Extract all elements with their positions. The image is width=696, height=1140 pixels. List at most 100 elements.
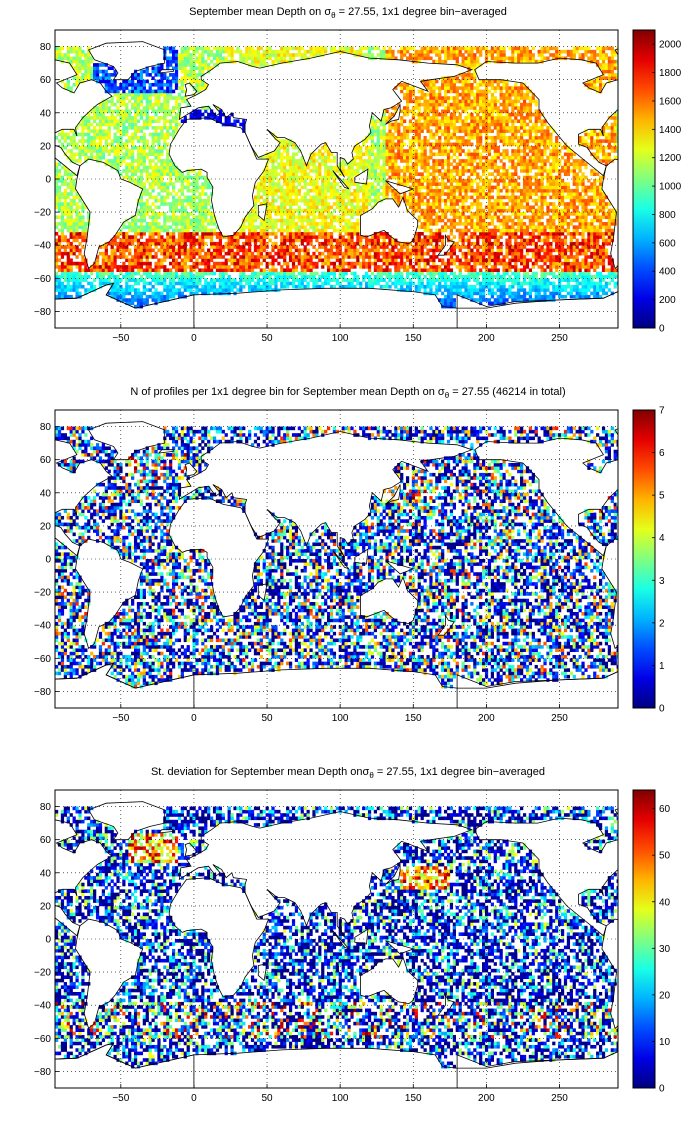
data-cell [414,241,418,246]
data-cell [522,231,527,236]
data-cell [443,169,448,173]
data-cell [534,298,538,302]
data-cell [55,265,59,269]
data-cell [382,271,386,276]
data-cell [414,169,418,173]
data-cell [177,275,182,279]
data-cell [359,205,363,210]
data-cell [315,278,319,282]
data-cell [566,225,571,229]
data-cell [581,241,585,246]
data-cell [174,288,179,292]
data-cell [332,265,337,269]
data-cell [522,294,527,299]
data-cell [505,241,509,246]
data-cell [353,284,357,289]
data-cell [356,182,360,186]
data-cell [148,281,152,286]
data-cell [490,275,494,279]
data-cell [93,265,97,269]
data-cell [297,258,301,263]
data-cell [482,188,486,193]
data-cell [356,208,360,213]
data-cell [365,238,369,243]
data-cell [549,231,553,236]
data-cell [163,185,167,190]
data-cell [546,258,550,263]
data-cell [318,231,322,236]
data-cell [563,185,568,190]
data-cell [502,218,506,223]
data-cell [479,261,483,266]
data-cell [420,225,424,229]
data-cell [198,268,202,273]
data-cell [517,235,521,239]
data-cell [449,294,454,299]
data-cell [455,258,459,263]
data-cell [511,291,515,296]
data-cell [180,275,184,279]
data-cell [248,212,252,216]
data-cell [215,261,220,266]
data-cell [283,278,287,282]
data-cell [177,195,182,200]
data-cell [329,231,334,236]
data-cell [245,215,249,220]
data-cell [569,268,573,273]
data-cell [60,245,65,249]
data-cell [598,275,603,279]
data-cells [55,46,618,309]
data-cell [268,212,272,216]
data-cell [312,222,316,226]
data-cell [245,241,249,246]
data-cell [227,288,231,292]
data-cell [403,175,407,180]
data-cell [95,258,100,263]
data-cell [435,268,439,273]
data-cell [610,212,614,216]
data-cell [326,205,331,210]
data-cell [449,185,454,190]
data-cell [344,192,348,196]
data-cell [207,198,211,203]
data-cell [309,188,313,193]
data-cell [546,294,550,299]
data-cell [57,172,62,176]
data-cell [142,208,146,213]
data-cell [435,284,439,289]
data-cell [581,215,585,220]
data-cell [394,245,398,249]
data-cell [403,172,407,176]
data-cell [560,241,565,246]
data-cell [505,202,509,206]
data-cell [265,185,269,190]
data-cell [502,222,506,226]
data-cell [341,271,345,276]
data-cell [385,241,389,246]
data-cell [288,255,293,259]
data-cell [218,231,222,236]
data-cell [306,205,310,210]
data-cell [242,235,246,239]
data-cell [201,245,205,249]
data-cell [294,258,299,263]
data-cell [306,222,310,226]
data-cell [438,215,442,220]
data-cell [493,198,497,203]
data-cell [212,291,217,296]
data-cell [455,195,459,200]
data-cell [128,169,132,173]
data-cell [520,195,524,200]
data-cell [98,278,103,282]
data-cell [449,268,454,273]
data-cell [324,192,328,196]
data-cell [446,284,451,289]
data-cell [350,222,354,226]
data-cell [464,182,468,186]
data-cell [227,235,231,239]
data-cell [540,228,544,233]
data-cell [318,275,322,279]
data-cell [288,238,293,243]
data-cell [192,179,196,183]
data-cell [60,294,65,299]
